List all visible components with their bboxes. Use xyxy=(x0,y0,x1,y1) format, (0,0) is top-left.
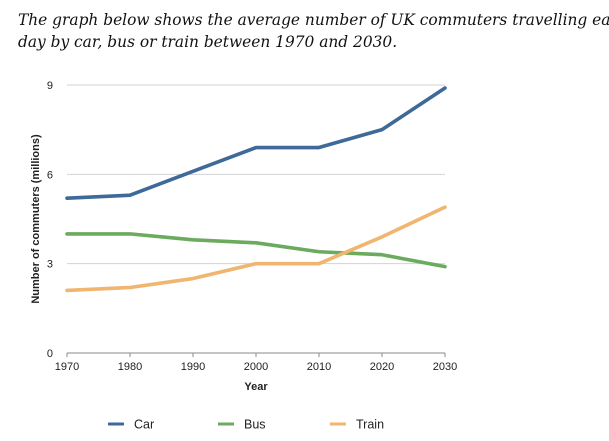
x-axis-ticks: 1970 1980 1990 2000 2010 2020 2030 xyxy=(55,353,457,373)
y-tick-label: 6 xyxy=(47,169,53,181)
y-axis-title: Number of commuters (millions) xyxy=(30,134,42,304)
legend-label-train: Train xyxy=(356,418,384,432)
series-lines xyxy=(65,86,447,293)
x-tick-label: 2030 xyxy=(433,361,457,373)
chart-caption: The graph below shows the average number… xyxy=(18,9,609,53)
grid-lines xyxy=(67,84,445,265)
x-tick-label: 2000 xyxy=(244,361,268,373)
x-axis-title: Year xyxy=(244,381,268,393)
y-tick-label: 0 xyxy=(47,348,53,360)
series-line-train xyxy=(65,205,447,293)
caption-line-1: The graph below shows the average number… xyxy=(18,11,609,29)
x-tick-label: 1980 xyxy=(118,361,142,373)
legend: Car Bus Train xyxy=(108,418,384,432)
x-tick-label: 2010 xyxy=(307,361,331,373)
x-tick-label: 1970 xyxy=(55,361,79,373)
y-tick-label: 3 xyxy=(47,259,53,271)
caption-line-2: day by car, bus or train between 1970 an… xyxy=(18,33,398,51)
x-tick-label: 2020 xyxy=(370,361,394,373)
series-line-bus xyxy=(65,232,447,269)
y-axis-ticks: 0 3 6 9 xyxy=(47,80,53,360)
y-tick-label: 9 xyxy=(47,80,53,92)
legend-label-bus: Bus xyxy=(244,418,266,432)
x-tick-label: 1990 xyxy=(181,361,205,373)
legend-label-car: Car xyxy=(134,418,154,432)
series-line-car xyxy=(65,86,447,200)
